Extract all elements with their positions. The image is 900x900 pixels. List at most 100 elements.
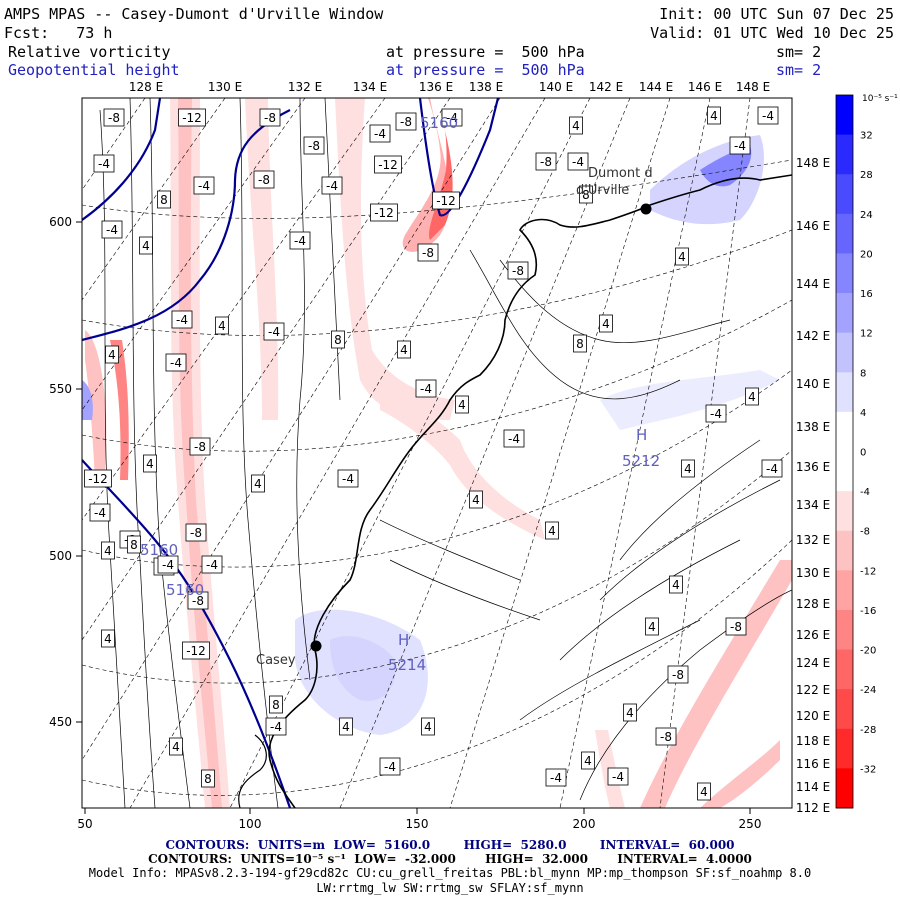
contour-label: 8 — [579, 185, 593, 204]
colorbar-label: -12 — [860, 566, 876, 577]
model-info-cont: LW:rrtmg_lw SW:rrtmg_sw SFLAY:sf_mynn — [316, 881, 584, 895]
contour-label: 8 — [269, 695, 283, 714]
colorbar-label: 32 — [860, 131, 873, 142]
svg-text:-12: -12 — [436, 194, 456, 208]
contour-label: -4 — [321, 176, 343, 195]
colorbar-label: -8 — [860, 527, 870, 538]
svg-text:4: 4 — [400, 343, 408, 357]
svg-text:-12: -12 — [186, 644, 206, 658]
negative-vorticity-band — [85, 330, 107, 480]
height-label: 5160 — [140, 541, 178, 559]
contour-label: -4 — [263, 322, 285, 341]
colorbar-swatch — [836, 95, 853, 136]
svg-text:-4: -4 — [268, 325, 280, 339]
svg-text:4: 4 — [458, 398, 466, 412]
svg-text:-4: -4 — [294, 234, 306, 248]
colorbar-label: 0 — [860, 448, 866, 459]
svg-text:8: 8 — [582, 188, 590, 202]
height-label: 5214 — [388, 656, 426, 674]
colorbar-swatch — [836, 174, 853, 215]
svg-text:4: 4 — [684, 462, 692, 476]
colorbar-swatch — [836, 134, 853, 175]
colorbar-swatch — [836, 689, 853, 730]
svg-text:-4: -4 — [98, 157, 110, 171]
svg-text:-4: -4 — [106, 223, 118, 237]
right-lon-label: 148 E — [796, 156, 830, 170]
contour-label: -4 — [89, 503, 111, 522]
svg-text:-8: -8 — [730, 620, 742, 634]
right-lon-label: 122 E — [796, 683, 830, 697]
svg-text:4: 4 — [342, 720, 350, 734]
svg-text:8: 8 — [272, 698, 280, 712]
contour-label: -4 — [265, 717, 287, 736]
svg-text:-4: -4 — [170, 356, 182, 370]
svg-text:-12: -12 — [182, 111, 202, 125]
contour-label: -4 — [201, 555, 223, 574]
svg-text:-4: -4 — [176, 313, 188, 327]
negative-vorticity-band — [335, 98, 455, 420]
contour-label: -12 — [182, 641, 210, 660]
negative-vorticity-band — [178, 98, 222, 808]
contour-label: -12 — [374, 155, 402, 174]
contour-label: -4 — [441, 108, 463, 127]
colorbar-swatch — [836, 332, 853, 373]
svg-text:-4: -4 — [508, 432, 520, 446]
colorbar-frame — [835, 94, 854, 809]
y-tick-label: 550 — [49, 382, 72, 396]
svg-text:-12: -12 — [374, 206, 394, 220]
contour-label: 4 — [623, 703, 637, 722]
contour-label: -8 — [189, 437, 211, 456]
svg-text:4: 4 — [146, 457, 154, 471]
svg-text:4: 4 — [572, 119, 580, 133]
colorbar-swatch — [836, 293, 853, 334]
contour-label: 4 — [101, 629, 115, 648]
contour-label: -8 — [253, 170, 275, 189]
colorbar-label: -20 — [860, 646, 876, 657]
contour-label: -12 — [178, 108, 206, 127]
contour-label: -4 — [607, 767, 629, 786]
field1-smooth: sm= 2 — [776, 43, 822, 61]
field2-level: at pressure = 500 hPa — [386, 61, 585, 79]
plot-title: AMPS MPAS -- Casey-Dumont d'Urville Wind… — [4, 5, 384, 23]
init-time: Init: 00 UTC Sun 07 Dec 25 — [659, 5, 894, 23]
right-lon-label: 140 E — [796, 377, 830, 391]
colorbar-swatch — [836, 411, 853, 452]
svg-text:4: 4 — [104, 632, 112, 646]
svg-text:4: 4 — [584, 754, 592, 768]
valid-time: Valid: 01 UTC Wed 10 Dec 25 — [650, 24, 894, 42]
colorbar-swatch — [836, 570, 853, 611]
top-lon-label: 128 E — [129, 80, 163, 94]
colorbar-swatch — [836, 728, 853, 769]
svg-text:-8: -8 — [192, 594, 204, 608]
right-lon-label: 120 E — [796, 709, 830, 723]
field1-level: at pressure = 500 hPa — [386, 43, 585, 61]
contour-label: -4 — [757, 106, 779, 125]
contour-label: -8 — [507, 261, 529, 280]
colorbar-label: -4 — [860, 487, 870, 498]
svg-text:-4: -4 — [420, 382, 432, 396]
contour-label: -4 — [503, 429, 525, 448]
colorbar-swatch — [836, 253, 853, 294]
svg-text:-4: -4 — [572, 155, 584, 169]
contour-label: -4 — [761, 459, 783, 478]
positive-vorticity-region — [600, 370, 780, 430]
contour-label: -4 — [165, 353, 187, 372]
top-lon-label: 136 E — [419, 80, 453, 94]
svg-text:4: 4 — [104, 544, 112, 558]
colorbar-label: 12 — [860, 329, 873, 340]
coastline — [238, 734, 267, 808]
model-info: Model Info: MPASv8.2.3-194-gf29cd82c CU:… — [88, 866, 812, 880]
svg-text:-4: -4 — [384, 760, 396, 774]
svg-text:8: 8 — [160, 193, 168, 207]
contour-label: -4 — [337, 469, 359, 488]
colorbar-unit: 10⁻⁵ s⁻¹ — [862, 94, 898, 104]
contour-label: 4 — [455, 395, 469, 414]
forecast-hour: Fcst: 73 h — [4, 24, 113, 42]
right-lon-label: 118 E — [796, 734, 830, 748]
right-lon-label: 112 E — [796, 801, 830, 815]
contour-label: -4 — [415, 379, 437, 398]
contour-label: -12 — [370, 203, 398, 222]
svg-text:-8: -8 — [108, 111, 120, 125]
contour-label: 4 — [469, 490, 483, 509]
colorbar-labels: 32 28 24 20 16 12 8 4 0 -4 -8 -12 -16 -20 -24 -28 -32 — [860, 131, 876, 776]
